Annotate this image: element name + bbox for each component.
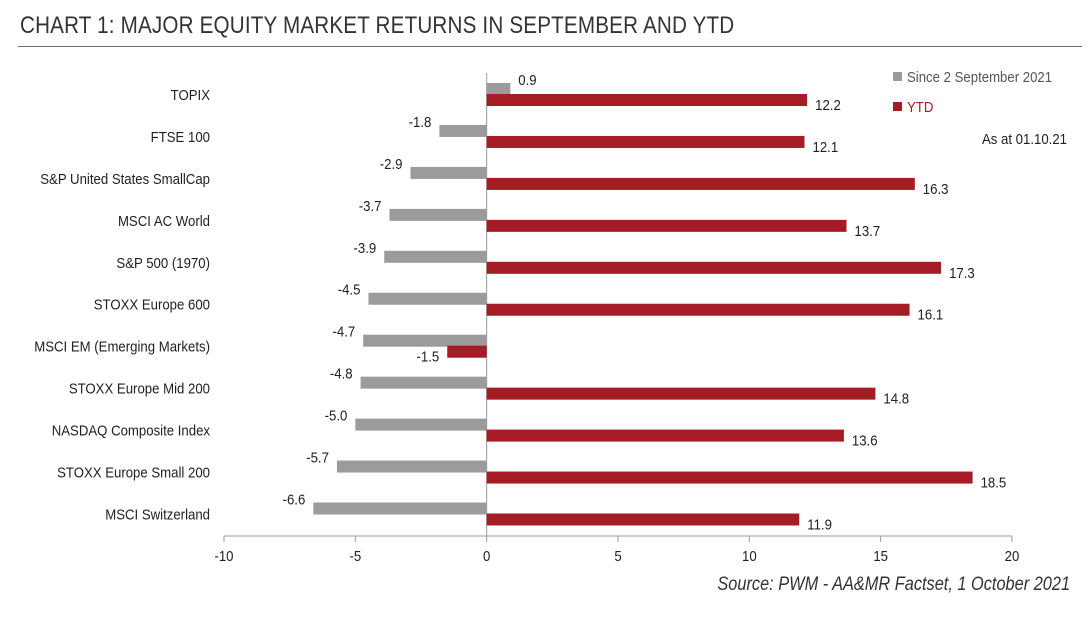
bar-since-2-september — [486, 83, 511, 95]
data-label: -1.8 — [409, 113, 432, 130]
data-label: -4.8 — [330, 365, 353, 382]
bar-ytd — [486, 303, 910, 316]
category-label: STOXX Europe 600 — [94, 296, 210, 313]
category-label: MSCI EM (Emerging Markets) — [34, 338, 210, 355]
data-label: 12.1 — [812, 138, 838, 155]
bar-ytd — [486, 429, 844, 442]
bar-since-2-september — [389, 208, 487, 221]
data-label: 13.7 — [855, 222, 881, 239]
data-label: 14.8 — [883, 390, 909, 407]
x-tick-label: 10 — [742, 547, 757, 564]
category-label: S&P United States SmallCap — [40, 170, 210, 187]
data-label: -3.9 — [353, 239, 376, 256]
x-tick-label: 0 — [483, 547, 490, 564]
category-label: STOXX Europe Mid 200 — [69, 380, 210, 397]
category-label: STOXX Europe Small 200 — [57, 464, 210, 481]
as-at-note: As at 01.10.21 — [982, 130, 1067, 147]
bar-since-2-september — [384, 250, 487, 263]
x-tick-label: 5 — [614, 547, 621, 564]
data-label: 17.3 — [949, 264, 975, 281]
bar-since-2-september — [439, 124, 487, 137]
data-label: 12.2 — [815, 96, 841, 113]
data-label: -2.9 — [380, 155, 403, 172]
data-label: -5.7 — [306, 449, 329, 466]
data-label: 0.9 — [518, 71, 536, 88]
category-label: MSCI Switzerland — [105, 506, 210, 523]
category-label: TOPIX — [171, 86, 211, 103]
data-label: 16.1 — [918, 306, 944, 323]
data-label: -4.5 — [338, 281, 361, 298]
x-tick-label: -5 — [349, 547, 361, 564]
bar-ytd — [486, 513, 800, 526]
x-tick-label: 15 — [873, 547, 888, 564]
data-label: -3.7 — [359, 197, 382, 214]
data-label: -5.0 — [325, 407, 348, 424]
bar-ytd — [486, 219, 847, 232]
data-label: 11.9 — [807, 516, 832, 533]
chart-title: CHART 1: MAJOR EQUITY MARKET RETURNS IN … — [20, 12, 735, 39]
bar-since-2-september — [336, 460, 487, 473]
legend-swatch-since — [893, 72, 902, 81]
source-note: Source: PWM - AA&MR Factset, 1 October 2… — [717, 574, 1070, 595]
bar-ytd — [486, 94, 808, 106]
data-label: 18.5 — [981, 474, 1007, 491]
bar-ytd — [486, 387, 876, 400]
bar-ytd — [447, 345, 487, 358]
bar-ytd — [486, 135, 805, 148]
bar-ytd — [486, 471, 973, 484]
bar-since-2-september — [410, 166, 487, 179]
x-tick-label: -10 — [214, 547, 233, 564]
bar-since-2-september — [363, 334, 487, 347]
data-label: -1.5 — [417, 348, 440, 365]
category-label: NASDAQ Composite Index — [52, 422, 210, 439]
legend-label-ytd: YTD — [907, 98, 933, 115]
legend-label-since: Since 2 September 2021 — [907, 68, 1052, 85]
x-tick-label: 20 — [1005, 547, 1020, 564]
data-label: -6.6 — [283, 491, 306, 508]
bar-ytd — [486, 177, 915, 190]
bar-since-2-september — [313, 502, 487, 515]
legend-swatch-ytd — [893, 102, 902, 111]
bar-since-2-september — [355, 418, 487, 431]
bar-ytd — [486, 261, 942, 274]
category-label: FTSE 100 — [151, 128, 210, 145]
data-label: 13.6 — [852, 432, 878, 449]
bar-since-2-september — [360, 376, 487, 389]
data-label: 16.3 — [923, 180, 949, 197]
data-label: -4.7 — [332, 323, 355, 340]
category-label: MSCI AC World — [118, 212, 210, 229]
title-divider — [18, 46, 1082, 47]
category-label: S&P 500 (1970) — [116, 254, 210, 271]
bar-since-2-september — [368, 292, 487, 305]
